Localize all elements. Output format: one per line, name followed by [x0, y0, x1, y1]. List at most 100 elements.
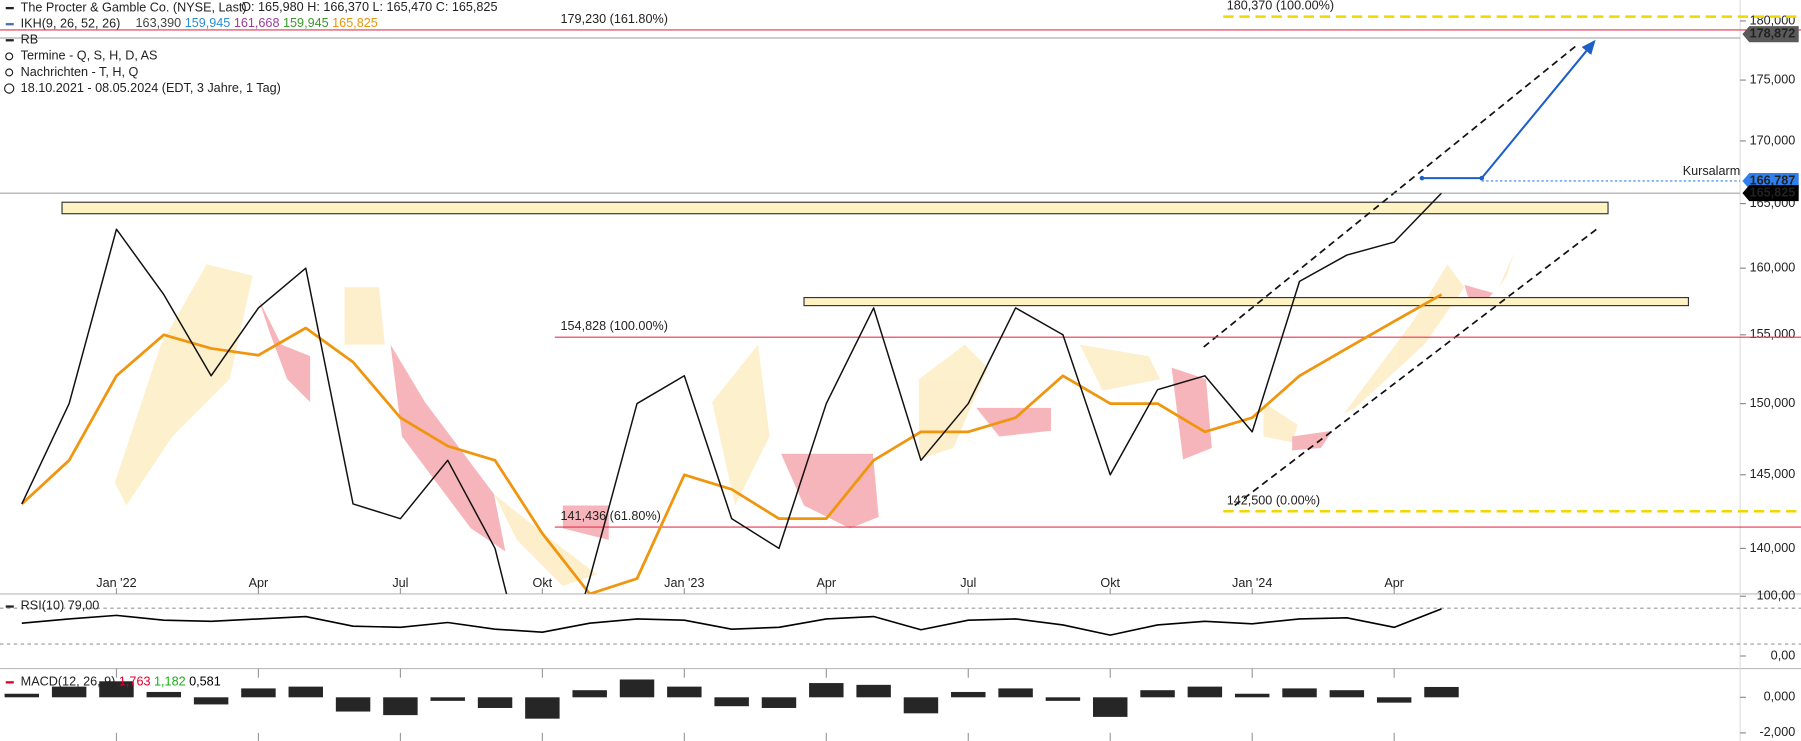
macd-bar [667, 686, 702, 698]
fib-level-label: 180,370 (100.00%) [1227, 0, 1334, 13]
macd-bar [477, 697, 513, 708]
macd-bar [1140, 690, 1175, 698]
macd-bar [1424, 686, 1459, 698]
projection-node [1479, 175, 1484, 181]
macd-bar [856, 684, 891, 698]
macd-bar [951, 691, 986, 698]
ohlc-value: H: 166,370 [307, 0, 369, 14]
x-tick-label: Apr [816, 576, 836, 590]
macd-bar [1187, 686, 1223, 698]
macd-bar [525, 697, 560, 719]
price-marker [1742, 185, 1799, 202]
fib-level-label: 142,500 (0.00%) [1227, 493, 1320, 507]
legend-icon [5, 68, 14, 77]
y-tick-label: 100,00 [1757, 589, 1796, 603]
y-tick-label: 0,000 [1764, 690, 1796, 704]
indicator-value: 163,390 [136, 17, 182, 31]
legend-icon [5, 52, 14, 61]
legend: The Procter & Gamble Co. (NYSE, Last) O:… [4, 0, 497, 95]
x-tick-label: Jan '23 [664, 576, 704, 590]
y-tick-label: 170,000 [1750, 133, 1796, 147]
fib-level-label: 154,828 (100.00%) [561, 319, 668, 333]
macd-bar [903, 697, 939, 714]
legend-indicator: IKH(9, 26, 52, 26) [21, 17, 121, 31]
projection-node [1419, 175, 1425, 181]
macd-bar [1376, 697, 1412, 703]
macd-bar [241, 688, 276, 698]
macd-bar [430, 697, 465, 701]
rsi-legend: RSI(10) 79,00 [21, 599, 100, 613]
macd-bar [4, 693, 40, 698]
ohlc: O: 165,980 H: 166,370 L: 165,470 C: 165,… [241, 0, 497, 14]
x-tick-label: Jul [392, 576, 408, 590]
projection-arrow [1421, 39, 1596, 180]
legend-title: The Procter & Gamble Co. (NYSE, Last) [21, 0, 247, 14]
macd-value: 1,763 [119, 675, 151, 689]
y-tick-label: 140,000 [1750, 541, 1796, 555]
macd-bar [383, 697, 418, 716]
macd-bar [193, 697, 229, 705]
macd-value: 1,182 [154, 675, 186, 689]
macd-bar [619, 679, 655, 698]
macd-legend: MACD(12, 26, 9) 1,763 1,182 0,581 [21, 675, 221, 689]
series-line [20, 293, 1443, 594]
ohlc-value: O: 165,980 [241, 0, 303, 14]
rsi-value: 79,00 [68, 599, 100, 613]
macd-bar [51, 686, 87, 698]
x-tick-label: Apr [1384, 576, 1404, 590]
x-tick-label: Apr [249, 576, 269, 590]
legend-icon [4, 83, 15, 94]
series-line [21, 608, 1442, 636]
macd-bar [1093, 697, 1128, 717]
y-tick-label: 145,000 [1750, 467, 1796, 481]
macd-bar [714, 697, 749, 707]
macd-bar [572, 690, 607, 698]
x-tick-label: Jan '22 [96, 576, 136, 590]
ichimoku-cloud [114, 252, 1514, 586]
price-marker-label: 166,787 [1750, 173, 1796, 187]
price-marker [1742, 26, 1799, 43]
y-tick-label: 0,00 [1771, 648, 1796, 662]
macd-bar [1234, 693, 1270, 698]
series-line [21, 192, 1443, 594]
rsi-name: RSI(10) [21, 599, 65, 613]
indicator-values: 163,390 159,945 161,668 159,945 165,825 [136, 17, 378, 31]
macd-bar [146, 691, 182, 698]
macd-bar [1045, 697, 1081, 701]
indicator-value: 159,945 [185, 17, 231, 31]
macd-bar [809, 683, 844, 698]
x-tick-label: Okt [533, 576, 553, 590]
y-tick-label: -2,000 [1759, 725, 1795, 739]
trend-line [1234, 226, 1600, 507]
y-tick-label: 155,000 [1750, 327, 1796, 341]
indicator-value: 165,825 [332, 17, 378, 31]
x-tick-label: Okt [1100, 576, 1120, 590]
macd-bar [1282, 688, 1317, 698]
price-marker-label: 165,825 [1750, 185, 1796, 199]
macd-value: 0,581 [189, 675, 221, 689]
price-marker-label: 178,872 [1750, 26, 1796, 40]
resistance-zone [61, 201, 1609, 215]
ohlc-value: C: 165,825 [436, 0, 498, 14]
y-tick-label: 150,000 [1750, 396, 1796, 410]
legend-termine: Termine - Q, S, H, D, AS [21, 49, 158, 63]
macd-bar [998, 688, 1033, 698]
legend-range: 18.10.2021 - 08.05.2024 (EDT, 3 Jahre, 1… [21, 81, 281, 95]
legend-nachrichten: Nachrichten - T, H, Q [21, 65, 139, 79]
macd-bar [99, 681, 134, 698]
indicator-value: 159,945 [283, 17, 329, 31]
x-tick-label: Jul [960, 576, 976, 590]
alarm-label: Kursalarm [1683, 164, 1741, 178]
macd-name: MACD(12, 26, 9) [21, 675, 116, 689]
indicator-value: 161,668 [234, 17, 280, 31]
legend-rb: RB [21, 33, 39, 47]
macd-bar [761, 697, 797, 708]
macd-bar [288, 686, 323, 698]
macd-bar [335, 697, 371, 712]
y-tick-label: 175,000 [1750, 72, 1796, 86]
fib-level-label: 179,230 (161.80%) [561, 12, 668, 26]
price-series [20, 192, 1443, 594]
ohlc-value: L: 165,470 [373, 0, 433, 14]
